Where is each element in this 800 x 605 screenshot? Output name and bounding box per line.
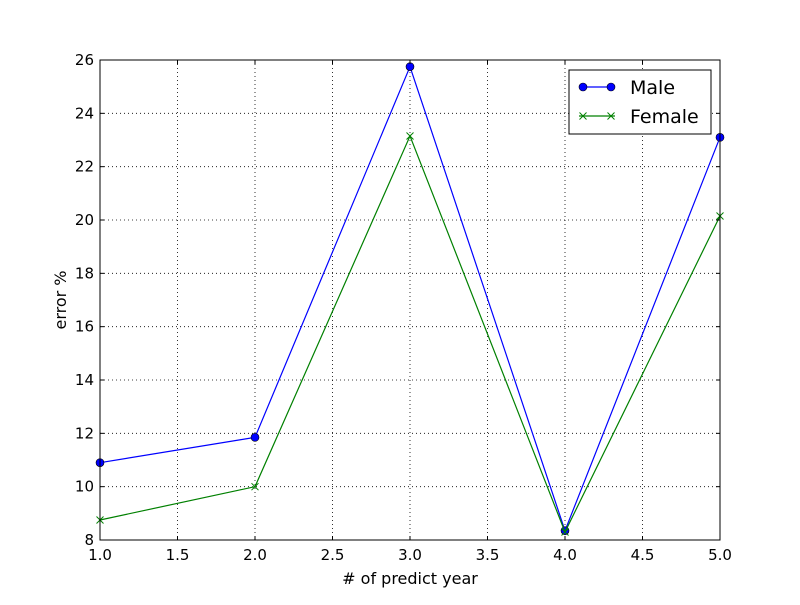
x-tick-label: 5.0: [708, 546, 732, 564]
y-tick-label: 16: [75, 318, 94, 336]
male-legend-marker: [606, 82, 616, 92]
x-tick-label: 1.0: [88, 546, 112, 564]
female-legend-marker: [607, 112, 615, 120]
y-tick-label: 10: [75, 478, 94, 496]
x-tick-label: 2.5: [321, 546, 345, 564]
x-tick-label: 4.5: [631, 546, 655, 564]
x-axis-label: # of predict year: [342, 569, 478, 588]
female-data-point: [251, 482, 259, 491]
male-legend-marker: [578, 82, 588, 92]
y-tick-label: 26: [75, 51, 94, 69]
x-tick-label: 4.0: [553, 546, 577, 564]
y-tick-label: 8: [84, 531, 94, 549]
x-tick-label: 3.0: [398, 546, 422, 564]
y-tick-label: 20: [75, 211, 94, 229]
y-tick-label: 14: [75, 371, 94, 389]
female-data-point: [561, 528, 569, 536]
x-tick-label: 3.5: [476, 546, 500, 564]
female-data-point: [406, 132, 414, 140]
axis-ticks: 1.0 1.5 2.0 2.5 3.0 3.5 4.0 4.5 5.0 8 10 12 14 16 18 20…: [75, 51, 732, 564]
legend: Male Female: [568, 69, 712, 135]
male-data-point: [250, 433, 260, 442]
x-tick-label: 1.5: [166, 546, 190, 564]
x-tick-label: 2.0: [243, 546, 267, 564]
female-legend-label: Female: [630, 106, 699, 128]
legend-box: [568, 69, 712, 135]
y-tick-label: 18: [75, 264, 94, 282]
y-tick-label: 12: [75, 424, 94, 442]
female-legend-marker: [579, 112, 587, 120]
y-tick-label: 22: [75, 158, 94, 176]
y-axis-label: error %: [51, 270, 70, 329]
y-tick-label: 24: [75, 104, 94, 122]
male-legend-label: Male: [630, 77, 675, 99]
